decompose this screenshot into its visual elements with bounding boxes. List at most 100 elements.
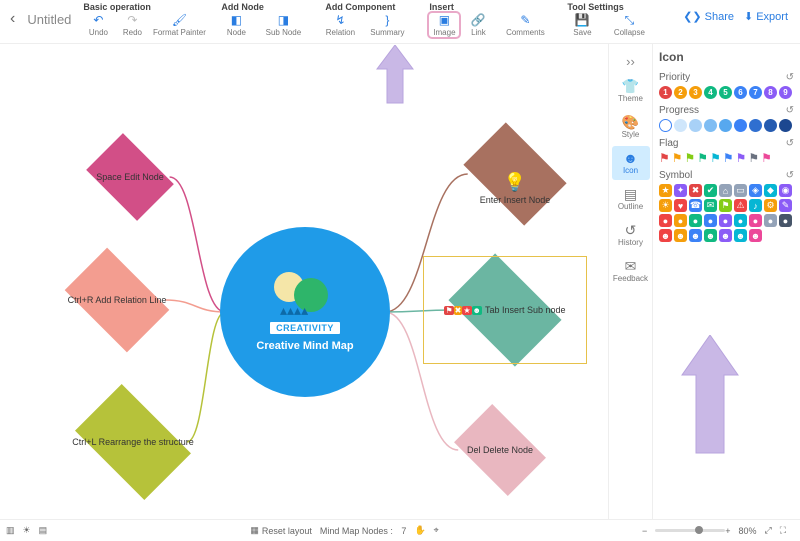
flag-3[interactable]: ⚑ xyxy=(697,152,708,164)
comments-button[interactable]: ✎Comments xyxy=(497,13,553,37)
progress-4[interactable] xyxy=(719,119,732,132)
collapse-button[interactable]: ⤡Collapse xyxy=(601,13,657,37)
symbol-25[interactable]: ● xyxy=(764,214,777,227)
progress-0[interactable] xyxy=(659,119,672,132)
priority-5[interactable]: 5 xyxy=(719,86,732,99)
symbol-21[interactable]: ● xyxy=(704,214,717,227)
symbol-2[interactable]: ✖ xyxy=(689,184,702,197)
strip-style[interactable]: 🎨Style xyxy=(612,110,650,144)
priority-6[interactable]: 6 xyxy=(734,86,747,99)
priority-2[interactable]: 2 xyxy=(674,86,687,99)
symbol-16[interactable]: ⚙ xyxy=(764,199,777,212)
symbol-29[interactable]: ☻ xyxy=(689,229,702,242)
priority-3[interactable]: 3 xyxy=(689,86,702,99)
progress-1[interactable] xyxy=(674,119,687,132)
node-button[interactable]: ◧Node xyxy=(221,13,251,37)
reset-icon[interactable]: ↺ xyxy=(786,170,794,181)
priority-7[interactable]: 7 xyxy=(749,86,762,99)
save-button[interactable]: 💾Save xyxy=(567,13,597,37)
reset-icon[interactable]: ↺ xyxy=(786,138,794,149)
symbol-6[interactable]: ◈ xyxy=(749,184,762,197)
strip-outline[interactable]: ▤Outline xyxy=(612,182,650,216)
symbol-19[interactable]: ● xyxy=(674,214,687,227)
symbol-17[interactable]: ✎ xyxy=(779,199,792,212)
symbol-13[interactable]: ⚑ xyxy=(719,199,732,212)
flag-6[interactable]: ⚑ xyxy=(736,152,747,164)
zoom-out[interactable]: − xyxy=(642,526,647,536)
priority-1[interactable]: 1 xyxy=(659,86,672,99)
progress-8[interactable] xyxy=(779,119,792,132)
image-button[interactable]: ▣Image xyxy=(429,13,459,37)
flag-7[interactable]: ⚑ xyxy=(748,152,759,164)
symbol-30[interactable]: ☻ xyxy=(704,229,717,242)
strip-icon[interactable]: ☻Icon xyxy=(612,146,650,180)
zoom-percent[interactable]: 80% xyxy=(738,526,756,536)
symbol-3[interactable]: ✔ xyxy=(704,184,717,197)
symbol-31[interactable]: ☻ xyxy=(719,229,732,242)
symbol-32[interactable]: ☻ xyxy=(734,229,747,242)
symbol-9[interactable]: ☀ xyxy=(659,199,672,212)
flag-0[interactable]: ⚑ xyxy=(659,152,670,164)
strip-history[interactable]: ↺History xyxy=(612,218,650,252)
fullscreen[interactable]: ⛶ xyxy=(780,525,786,536)
symbol-8[interactable]: ◉ xyxy=(779,184,792,197)
flag-2[interactable]: ⚑ xyxy=(685,152,696,164)
priority-4[interactable]: 4 xyxy=(704,86,717,99)
flag-5[interactable]: ⚑ xyxy=(723,152,734,164)
symbol-12[interactable]: ✉ xyxy=(704,199,717,212)
link-button[interactable]: 🔗Link xyxy=(463,13,493,37)
share-button[interactable]: ❮❯Share xyxy=(683,10,734,23)
reset-layout-button[interactable]: ▦ Reset layout xyxy=(250,525,312,536)
symbol-15[interactable]: ♪ xyxy=(749,199,762,212)
flag-4[interactable]: ⚑ xyxy=(710,152,721,164)
progress-5[interactable] xyxy=(734,119,747,132)
reset-icon[interactable]: ↺ xyxy=(786,105,794,116)
mindmap-center-node[interactable]: ▴▴▴▴ CREATIVITY Creative Mind Map xyxy=(220,227,390,397)
flag-1[interactable]: ⚑ xyxy=(672,152,683,164)
flag-8[interactable]: ⚑ xyxy=(761,152,772,164)
strip-feedback[interactable]: ✉Feedback xyxy=(612,254,650,288)
fit-screen[interactable]: ⤢ xyxy=(764,525,771,536)
reset-icon[interactable]: ↺ xyxy=(786,72,794,83)
document-title[interactable]: Untitled xyxy=(21,2,83,27)
symbol-28[interactable]: ☻ xyxy=(674,229,687,242)
symbol-5[interactable]: ▭ xyxy=(734,184,747,197)
relation-button[interactable]: ↯Relation xyxy=(325,13,355,37)
export-button[interactable]: ⬇Export xyxy=(744,10,788,23)
symbol-1[interactable]: ✦ xyxy=(674,184,687,197)
symbol-11[interactable]: ☎ xyxy=(689,199,702,212)
canvas[interactable]: Space Edit NodeCtrl+R Add Relation LineC… xyxy=(0,44,608,519)
symbol-23[interactable]: ● xyxy=(734,214,747,227)
cursor-tool[interactable]: ⌖ xyxy=(434,525,439,536)
symbol-27[interactable]: ☻ xyxy=(659,229,672,242)
priority-9[interactable]: 9 xyxy=(779,86,792,99)
progress-6[interactable] xyxy=(749,119,762,132)
format-painter-button[interactable]: 🖌Format Painter xyxy=(151,13,207,37)
symbol-14[interactable]: ⚠ xyxy=(734,199,747,212)
sub-node-button[interactable]: ◨Sub Node xyxy=(255,13,311,37)
symbol-20[interactable]: ● xyxy=(689,214,702,227)
layout-toggle-3[interactable]: ▤ xyxy=(39,525,48,536)
progress-7[interactable] xyxy=(764,119,777,132)
symbol-18[interactable]: ● xyxy=(659,214,672,227)
symbol-10[interactable]: ♥ xyxy=(674,199,687,212)
back-button[interactable]: ‹ xyxy=(8,2,21,28)
undo-button[interactable]: ↶Undo xyxy=(83,13,113,37)
strip-theme[interactable]: 👕Theme xyxy=(612,74,650,108)
symbol-33[interactable]: ☻ xyxy=(749,229,762,242)
zoom-in[interactable]: + xyxy=(725,526,730,536)
symbol-24[interactable]: ● xyxy=(749,214,762,227)
layout-toggle-1[interactable]: ▥ xyxy=(6,525,15,536)
symbol-22[interactable]: ● xyxy=(719,214,732,227)
collapse-panel-button[interactable]: ›› xyxy=(612,50,650,72)
symbol-0[interactable]: ★ xyxy=(659,184,672,197)
progress-3[interactable] xyxy=(704,119,717,132)
priority-8[interactable]: 8 xyxy=(764,86,777,99)
pan-tool[interactable]: ✋ xyxy=(414,525,425,536)
summary-button[interactable]: }Summary xyxy=(359,13,415,37)
redo-button[interactable]: ↷Redo xyxy=(117,13,147,37)
symbol-26[interactable]: ● xyxy=(779,214,792,227)
zoom-slider[interactable] xyxy=(655,529,725,532)
symbol-4[interactable]: ⌂ xyxy=(719,184,732,197)
symbol-7[interactable]: ◆ xyxy=(764,184,777,197)
